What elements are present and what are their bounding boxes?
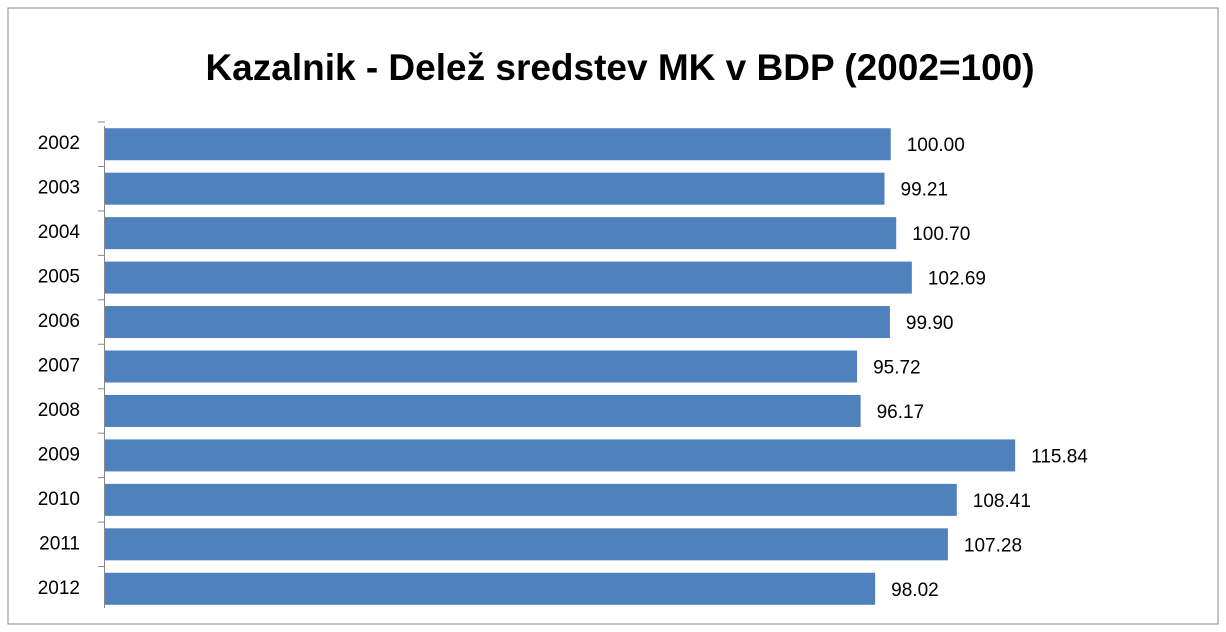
data-label: 99.21 xyxy=(901,180,949,201)
y-tick-label: 2010 xyxy=(38,489,80,510)
y-tick-label: 2004 xyxy=(38,222,81,243)
bar xyxy=(105,483,957,516)
data-label: 115.84 xyxy=(1031,446,1088,467)
bar xyxy=(105,439,1016,472)
y-tick-label: 2007 xyxy=(38,356,80,377)
data-label: 96.17 xyxy=(877,402,925,423)
bar xyxy=(105,217,897,250)
bar xyxy=(105,350,858,383)
data-label: 98.02 xyxy=(891,580,939,601)
data-label: 107.28 xyxy=(964,535,1022,556)
bar xyxy=(105,128,891,161)
bar xyxy=(105,528,948,561)
chart-title: Kazalnik - Delež sredstev MK v BDP (2002… xyxy=(205,47,1034,88)
data-label: 102.69 xyxy=(928,269,986,290)
bar xyxy=(105,394,861,427)
data-label: 100.70 xyxy=(912,224,970,245)
y-tick-label: 2006 xyxy=(38,311,80,332)
y-tick-label: 2009 xyxy=(38,444,80,465)
bar xyxy=(105,306,890,339)
bar xyxy=(105,261,912,294)
y-tick-label: 2012 xyxy=(38,578,80,599)
bar xyxy=(105,172,885,205)
data-label: 100.00 xyxy=(907,135,965,156)
y-tick-label: 2003 xyxy=(38,178,80,199)
y-tick-label: 2011 xyxy=(39,533,80,554)
y-tick-label: 2008 xyxy=(38,400,80,421)
y-tick-label: 2005 xyxy=(38,267,80,288)
data-label: 108.41 xyxy=(973,491,1031,512)
data-label: 99.90 xyxy=(906,313,954,334)
bar xyxy=(105,572,876,605)
y-tick-label: 2002 xyxy=(38,133,80,154)
data-label: 95.72 xyxy=(873,358,921,379)
